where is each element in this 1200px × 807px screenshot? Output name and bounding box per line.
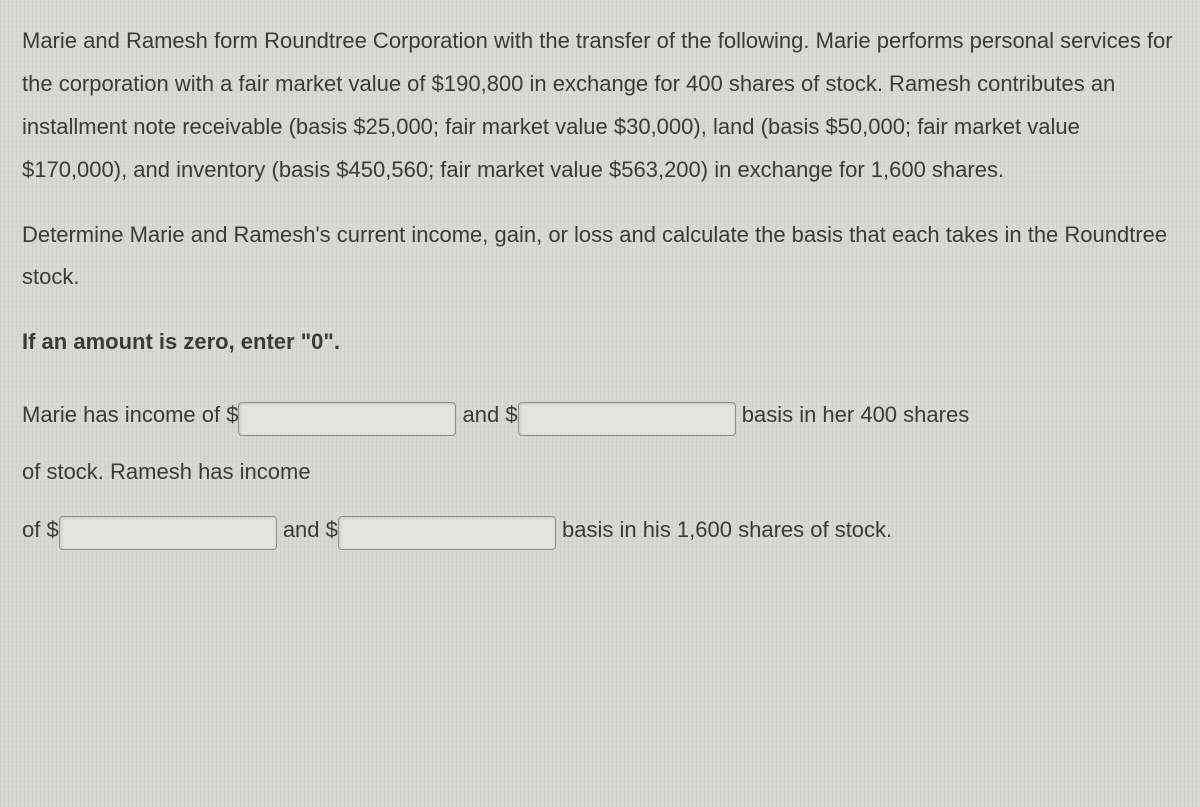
answer-text-4: of stock. Ramesh has income	[22, 459, 311, 484]
instruction-line: If an amount is zero, enter "0".	[22, 321, 1178, 364]
answer-text-3: basis in her 400 shares	[736, 402, 970, 427]
answer-block: Marie has income of $ and $ basis in her…	[22, 386, 1178, 558]
problem-paragraph-2: Determine Marie and Ramesh's current inc…	[22, 214, 1178, 300]
answer-text-6: and $	[277, 517, 338, 542]
answer-text-7: basis in his 1,600 shares of stock.	[556, 517, 892, 542]
marie-basis-input[interactable]	[518, 402, 736, 436]
answer-text-5: of $	[22, 517, 59, 542]
ramesh-basis-input[interactable]	[338, 516, 556, 550]
answer-text-1: Marie has income of $	[22, 402, 238, 427]
problem-paragraph-1: Marie and Ramesh form Roundtree Corporat…	[22, 20, 1178, 192]
answer-text-2: and $	[456, 402, 517, 427]
ramesh-income-input[interactable]	[59, 516, 277, 550]
marie-income-input[interactable]	[238, 402, 456, 436]
